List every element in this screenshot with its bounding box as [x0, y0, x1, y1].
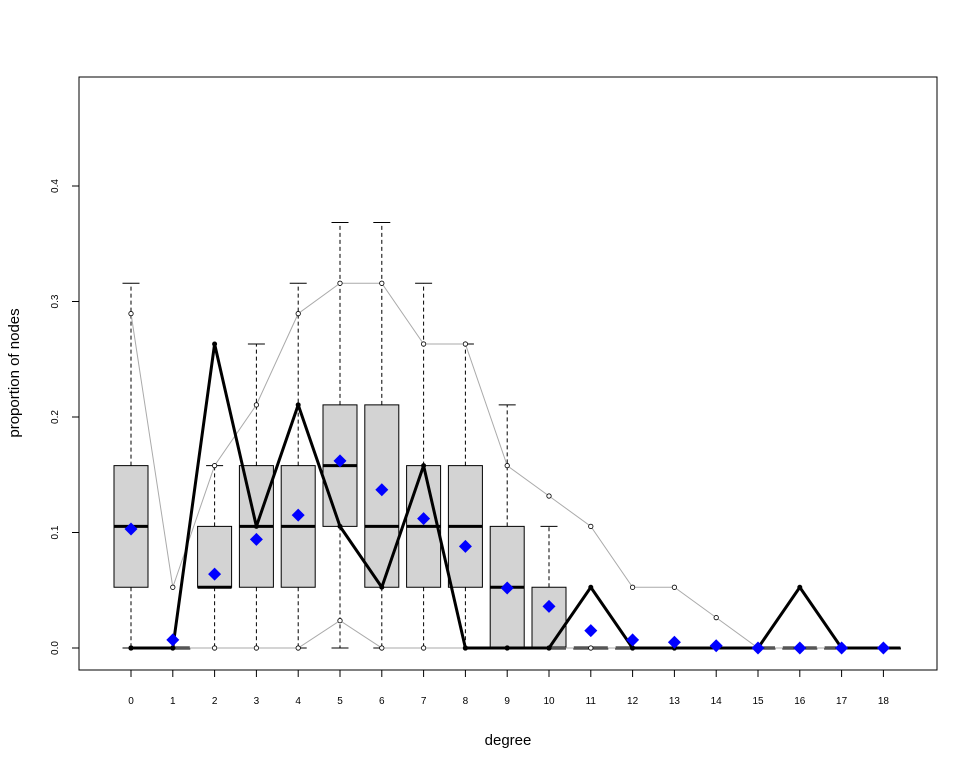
gray-bound-point	[295, 311, 301, 317]
mean-diamond	[667, 635, 681, 649]
observed-point	[630, 645, 636, 651]
mean-diamond	[375, 483, 389, 497]
x-tick-label: 3	[254, 696, 260, 707]
mean-diamond	[835, 641, 849, 655]
axes-layer: 0 1 2 3 4 5 6 7 8 9 10 11 12 13 14 15 16 17 180.00.10.20.3…	[50, 179, 889, 707]
observed-point	[546, 645, 552, 651]
observed-point	[797, 584, 803, 590]
mean-diamond	[751, 641, 765, 655]
gray-bound-point	[379, 280, 385, 286]
observed-point	[128, 645, 134, 651]
mean-diamond	[626, 633, 640, 647]
lines-layer	[124, 280, 890, 655]
mean-diamond	[793, 641, 807, 655]
x-tick-label: 11	[586, 696, 597, 707]
mean-diamond	[333, 454, 347, 468]
mean-diamond	[584, 624, 598, 638]
y-tick-label: 0.1	[50, 525, 61, 539]
y-tick-label: 0.2	[50, 410, 61, 424]
observed-point	[462, 645, 468, 651]
mean-diamond	[876, 641, 890, 655]
x-tick-label: 13	[669, 696, 681, 707]
x-tick-label: 1	[170, 696, 176, 707]
box-iqr	[531, 586, 567, 649]
mean-diamond	[500, 581, 514, 595]
gray-bound-point	[420, 645, 427, 651]
mean-diamond	[249, 532, 263, 546]
mean-diamond	[291, 508, 305, 522]
x-tick-label: 4	[295, 696, 301, 707]
observed-point	[421, 463, 427, 469]
x-tick-label: 5	[337, 696, 343, 707]
x-tick-label: 15	[752, 696, 764, 707]
gray-bound-point	[379, 645, 385, 651]
gray-bound-point	[337, 618, 343, 624]
gray-bound-point	[295, 645, 301, 651]
observed-point	[253, 523, 259, 529]
mean-diamond	[208, 567, 222, 581]
y-axis-title: proportion of nodes	[6, 308, 23, 437]
y-tick-label: 0.0	[50, 641, 61, 655]
mean-diamond	[124, 522, 138, 536]
gray-bound-point	[212, 645, 218, 651]
x-tick-label: 14	[711, 696, 723, 707]
gray-bound-point	[588, 523, 594, 529]
observed-point	[379, 584, 385, 590]
observed-point	[295, 402, 301, 408]
observed-point	[588, 584, 594, 590]
observed-point	[337, 523, 343, 529]
x-tick-label: 2	[212, 696, 218, 707]
gray-bound-point	[504, 463, 510, 469]
gray-bound-point	[128, 311, 134, 317]
gray-bound-point	[588, 645, 594, 651]
gray-bound-point	[629, 584, 636, 590]
x-tick-label: 9	[504, 696, 510, 707]
x-tick-label: 10	[543, 696, 555, 707]
x-axis-title: degree	[485, 732, 532, 749]
mean-diamond	[709, 639, 723, 653]
x-tick-label: 8	[463, 696, 469, 707]
observed-point	[504, 645, 510, 651]
x-tick-label: 16	[794, 696, 806, 707]
gray-bound-point	[253, 645, 259, 651]
gray-bound-point	[212, 463, 218, 469]
gray-bound-point	[420, 341, 427, 347]
gray-bound-point	[671, 584, 678, 590]
y-tick-label: 0.4	[50, 179, 61, 193]
gray-bound-point	[713, 615, 719, 621]
x-tick-label: 18	[878, 696, 890, 707]
mean-diamond	[166, 633, 180, 647]
y-tick-label: 0.3	[50, 294, 61, 308]
gray-bound-point	[337, 280, 343, 286]
x-tick-label: 12	[627, 696, 639, 707]
gray-bound-point	[462, 341, 468, 347]
gray-bound-point	[170, 584, 176, 590]
observed-point	[170, 645, 176, 651]
observed-point	[212, 341, 218, 347]
gray-bound-point	[253, 402, 259, 408]
mean-diamond	[542, 599, 556, 613]
x-tick-label: 6	[379, 696, 385, 707]
mean-diamond	[417, 512, 431, 526]
x-tick-label: 7	[421, 696, 427, 707]
gray-bound-point	[546, 493, 552, 499]
x-tick-label: 17	[836, 696, 848, 707]
x-tick-label: 0	[128, 696, 134, 707]
mean-diamond	[458, 539, 472, 553]
